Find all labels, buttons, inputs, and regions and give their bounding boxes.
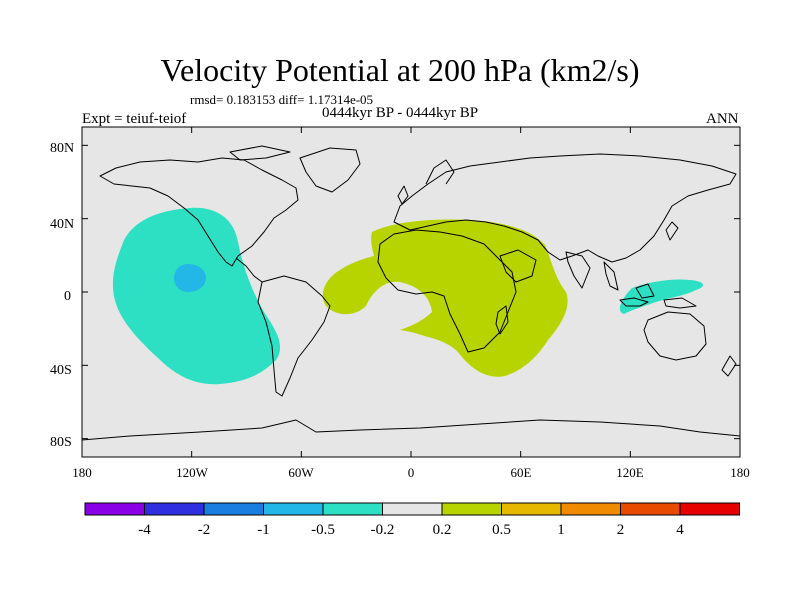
east-pacific-negative-anomaly xyxy=(112,207,281,385)
x-tick-label: 120W xyxy=(176,465,209,480)
x-tick-label: 120E xyxy=(616,465,644,480)
y-tick-label: 40S xyxy=(50,363,72,378)
colorbar-label: 4 xyxy=(676,522,684,538)
colorbar-label: -0.2 xyxy=(371,522,395,538)
coastlines xyxy=(82,145,740,441)
y-tick-label: 80N xyxy=(50,141,74,156)
colorbar-label: 2 xyxy=(617,522,625,538)
x-tick-label: 60W xyxy=(288,465,314,480)
colorbar-label: -4 xyxy=(138,522,151,538)
y-axis-ticks xyxy=(82,144,740,440)
x-tick-label: 60E xyxy=(511,465,532,480)
colorbar-swatch xyxy=(560,502,621,516)
colorbar-swatch xyxy=(679,502,740,516)
colorbar-swatch xyxy=(322,502,383,516)
x-axis-ticks xyxy=(81,127,741,457)
season-label: ANN xyxy=(706,111,739,127)
colorbar-label: 0.2 xyxy=(433,522,452,538)
plot-title: Velocity Potential at 200 hPa (km2/s) xyxy=(160,52,640,88)
y-tick-label: 0 xyxy=(64,289,71,304)
experiment-label: Expt = teiuf-teiof xyxy=(82,111,187,127)
colorbar-swatch xyxy=(144,502,205,516)
colorbar-swatch xyxy=(203,502,264,516)
colorbar-swatch xyxy=(620,502,681,516)
colorbar-swatch xyxy=(84,502,145,516)
x-tick-label: 180 xyxy=(72,465,92,480)
colorbar-label: -0.5 xyxy=(311,522,335,538)
y-tick-label: 40N xyxy=(50,217,74,232)
colorbar xyxy=(84,502,740,516)
east-pacific-core xyxy=(174,264,206,292)
colorbar-label: 1 xyxy=(557,522,565,538)
x-tick-label: 180 xyxy=(730,465,750,480)
y-tick-label: 80S xyxy=(50,435,72,450)
x-tick-label: 0 xyxy=(408,465,415,480)
colorbar-label: -2 xyxy=(198,522,211,538)
colorbar-label: -1 xyxy=(257,522,270,538)
colorbar-swatch xyxy=(382,502,443,516)
colorbar-swatch xyxy=(441,502,502,516)
colorbar-swatch xyxy=(501,502,562,516)
period-label: 0444kyr BP - 0444kyr BP xyxy=(322,105,479,121)
colorbar-swatch xyxy=(263,502,324,516)
colorbar-label: 0.5 xyxy=(492,522,511,538)
stats-label: rmsd= 0.183153 diff= 1.17314e-05 xyxy=(190,92,374,107)
